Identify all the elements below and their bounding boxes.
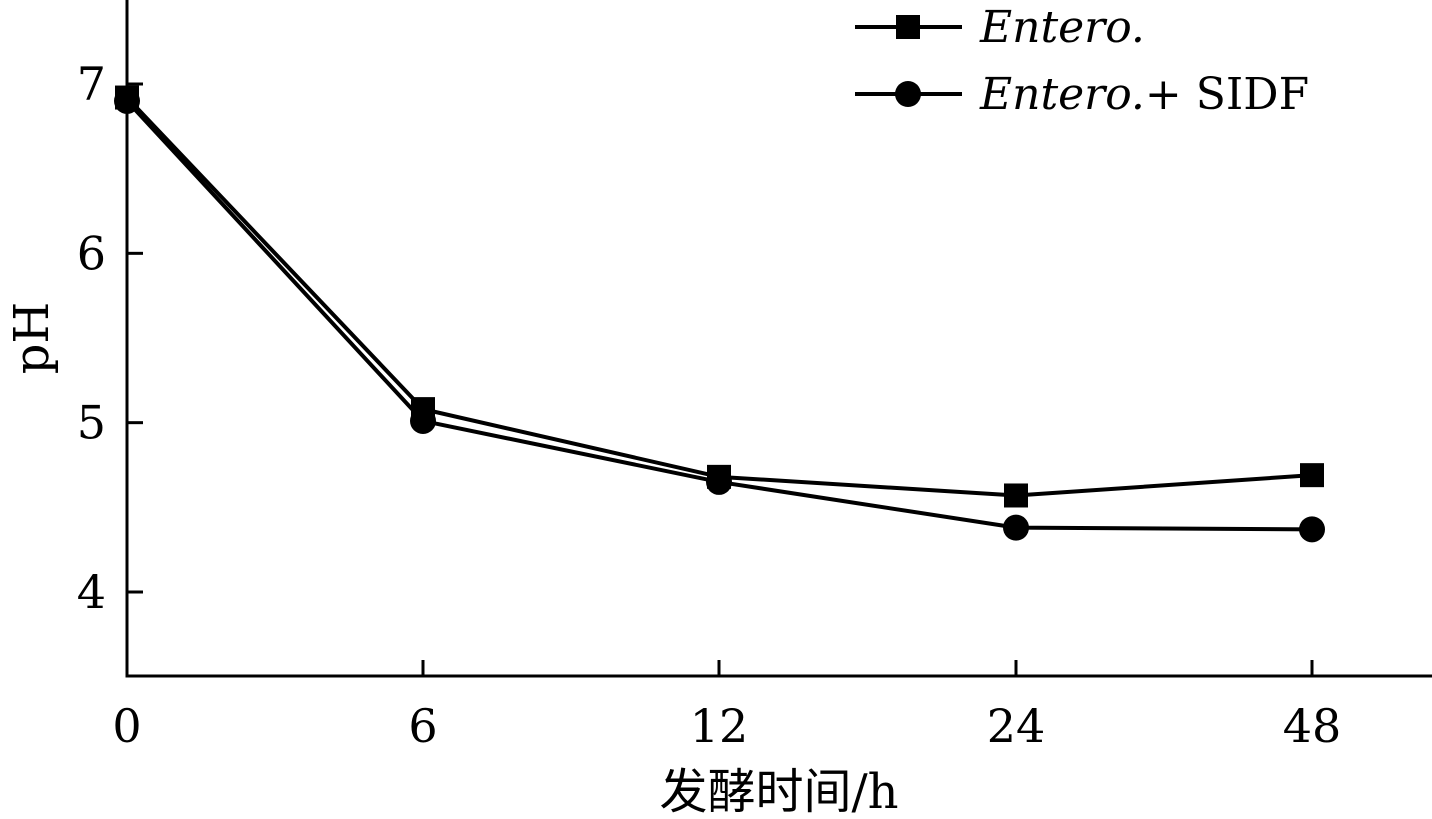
y-tick-label: 4	[77, 565, 106, 619]
legend-label-italic: Entero.	[979, 69, 1145, 120]
data-point-circle	[410, 407, 436, 434]
x-axis-title: 发酵时间/h	[659, 764, 898, 819]
x-tick-label: 0	[112, 699, 141, 753]
y-tick-label: 7	[77, 57, 106, 111]
legend: Entero.Entero.+ SIDF	[855, 2, 1309, 120]
series-2	[114, 87, 1325, 543]
x-tick-label: 12	[690, 699, 749, 753]
y-axis-title: pH	[4, 302, 60, 375]
x-ticks: 0 6 12 24 48	[112, 660, 1341, 753]
series-line	[125, 96, 1313, 498]
legend-label: Entero.	[979, 2, 1145, 53]
series-layer	[114, 85, 1325, 543]
legend-marker-circle	[895, 81, 921, 107]
data-point-square	[1300, 463, 1324, 488]
series-1	[115, 85, 1324, 508]
legend-item-2: Entero.+ SIDF	[855, 69, 1309, 120]
y-ticks: 4 5 6 7	[77, 57, 143, 619]
legend-label-suffix: + SIDF	[1145, 69, 1309, 120]
data-point-circle	[1299, 516, 1325, 543]
data-point-square	[1004, 483, 1028, 508]
y-tick-label: 6	[77, 226, 106, 280]
x-tick-label: 6	[408, 699, 437, 753]
legend-label: Entero.+ SIDF	[979, 69, 1309, 120]
legend-label-italic: Entero.	[979, 2, 1145, 53]
x-tick-label: 24	[987, 699, 1046, 753]
data-point-circle	[114, 87, 140, 114]
legend-marker-square	[896, 15, 920, 39]
x-tick-label: 48	[1283, 699, 1342, 753]
data-point-circle	[706, 468, 732, 495]
y-tick-label: 5	[77, 396, 106, 450]
legend-item-1: Entero.	[855, 2, 1145, 53]
data-point-circle	[1003, 514, 1029, 541]
